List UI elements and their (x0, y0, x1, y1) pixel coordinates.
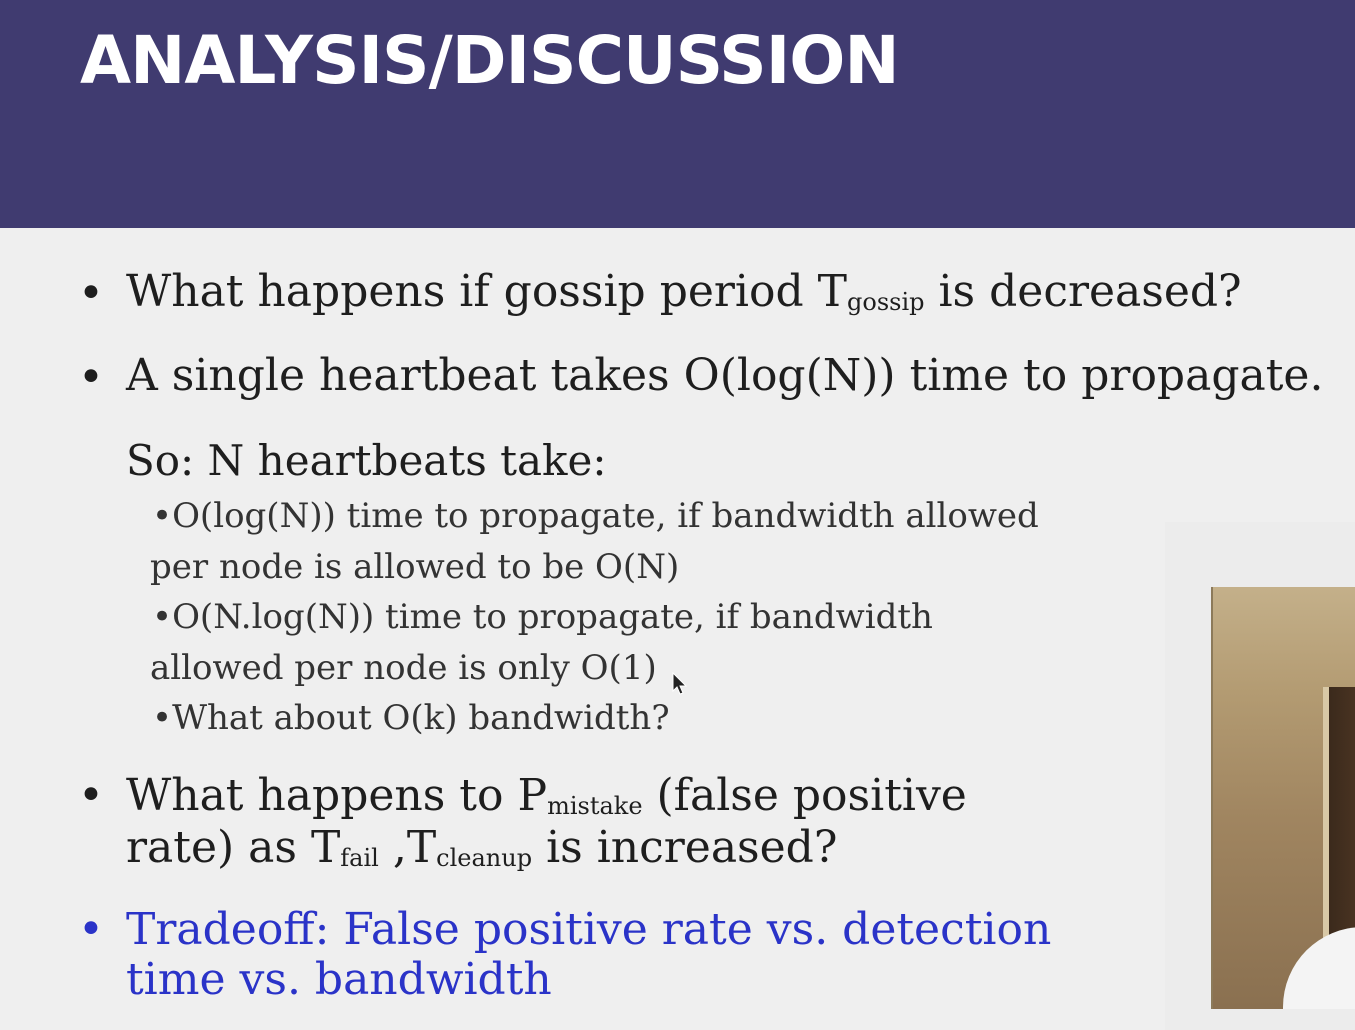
bullet-marker: • (78, 904, 104, 955)
webcam-overlay (1211, 587, 1355, 1009)
mouse-cursor-icon (672, 672, 688, 695)
bullet-gossip-question: What happens if gossip period Tgossip is… (126, 266, 1242, 317)
text: O(N.log(N)) time to propagate, if bandwi… (172, 597, 933, 637)
slide-title: ANALYSIS/DISCUSSION (80, 22, 900, 99)
slide-header: ANALYSIS/DISCUSSION (0, 0, 1355, 228)
subbullet-2-line2: allowed per node is only O(1) (150, 648, 657, 688)
subbullet-marker: • (152, 698, 173, 738)
text: O(log(N)) time to propagate, if bandwidt… (172, 496, 1039, 536)
subbullet-3-line1: •What about O(k) bandwidth? (152, 698, 670, 738)
bullet-tradeoff-line1: Tradeoff: False positive rate vs. detect… (126, 904, 1052, 955)
text: (false positive (642, 770, 967, 821)
subbullet-marker: • (152, 496, 173, 536)
subbullet-marker: • (152, 597, 173, 637)
text: What about O(k) bandwidth? (172, 698, 670, 738)
text: is decreased? (924, 266, 1242, 317)
subscript: cleanup (436, 844, 533, 872)
bullet-heartbeat: A single heartbeat takes O(log(N)) time … (126, 350, 1324, 401)
text: What happens if gossip period T (126, 266, 847, 317)
subbullet-1-line1: •O(log(N)) time to propagate, if bandwid… (152, 496, 1039, 536)
subscript: gossip (847, 288, 925, 316)
bullet-pmistake-line1: What happens to Pmistake (false positive (126, 770, 967, 821)
subscript: mistake (547, 792, 643, 820)
subbullet-2-line1: •O(N.log(N)) time to propagate, if bandw… (152, 597, 933, 637)
bullet-marker: • (78, 770, 104, 821)
text: ,T (378, 822, 437, 873)
bullet-pmistake-line2: rate) as Tfail ,Tcleanup is increased? (126, 822, 837, 873)
bullet-tradeoff-line2: time vs. bandwidth (126, 954, 552, 1005)
text: What happens to P (126, 770, 548, 821)
webcam-presenter (1283, 927, 1355, 1009)
text: rate) as T (126, 822, 341, 873)
subbullet-1-line2: per node is allowed to be O(N) (150, 547, 680, 587)
text: is increased? (532, 822, 838, 873)
bullet-marker: • (78, 268, 104, 319)
bullet-marker: • (78, 352, 104, 403)
so-line: So: N heartbeats take: (126, 436, 607, 485)
subscript: fail (340, 844, 379, 872)
